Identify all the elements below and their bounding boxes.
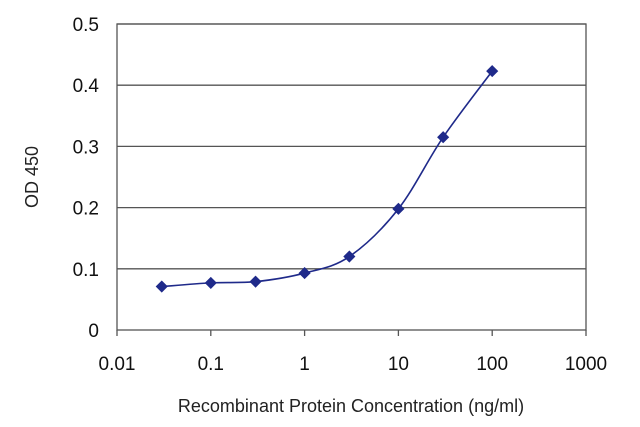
x-axis-title: Recombinant Protein Concentration (ng/ml… (178, 396, 524, 416)
data-point-marker (486, 65, 499, 78)
y-tick-label: 0.5 (73, 15, 99, 36)
y-tick-label: 0.1 (73, 260, 99, 281)
grid-lines (117, 23, 586, 270)
x-tick-label: 1 (299, 354, 310, 375)
y-tick-label: 0 (88, 321, 99, 342)
y-tick-label: 0.2 (73, 199, 99, 220)
data-point-marker (249, 275, 262, 288)
x-tick-label: 10 (388, 354, 409, 375)
data-point-marker (392, 202, 405, 215)
data-series (155, 65, 499, 293)
data-point-marker (155, 280, 168, 293)
x-tick-label: 100 (476, 354, 508, 375)
x-tick-label: 0.01 (99, 354, 136, 375)
y-axis-title: OD 450 (22, 146, 42, 208)
data-point-marker (437, 131, 450, 144)
y-tick-label: 0.3 (73, 137, 99, 158)
x-axis-tick-labels: 0.01 0.1 1 10 100 1000 (99, 330, 607, 375)
data-point-marker (204, 276, 217, 289)
y-axis-tick-labels: 0 0.1 0.2 0.3 0.4 0.5 (73, 15, 100, 342)
x-tick-label: 1000 (565, 354, 607, 375)
plot-area-frame (116, 23, 587, 331)
y-tick-label: 0.4 (73, 76, 100, 97)
x-tick-label: 0.1 (198, 354, 224, 375)
data-point-marker (298, 267, 311, 280)
data-point-marker (343, 250, 356, 263)
